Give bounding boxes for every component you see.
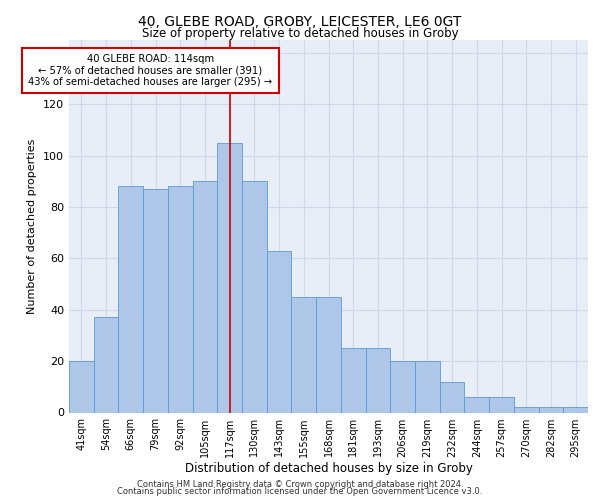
X-axis label: Distribution of detached houses by size in Groby: Distribution of detached houses by size … [185,462,472,475]
Bar [464,397,489,412]
Bar [440,382,464,412]
Text: 40, GLEBE ROAD, GROBY, LEICESTER, LE6 0GT: 40, GLEBE ROAD, GROBY, LEICESTER, LE6 0G… [139,15,461,29]
Bar [292,297,316,412]
Text: Contains HM Land Registry data © Crown copyright and database right 2024.: Contains HM Land Registry data © Crown c… [137,480,463,489]
Bar [316,297,341,412]
Bar [539,408,563,412]
Text: 40 GLEBE ROAD: 114sqm
← 57% of detached houses are smaller (391)
43% of semi-det: 40 GLEBE ROAD: 114sqm ← 57% of detached … [28,54,272,88]
Bar [193,182,217,412]
Bar [415,361,440,412]
Bar [94,318,118,412]
Text: Contains public sector information licensed under the Open Government Licence v3: Contains public sector information licen… [118,488,482,496]
Bar [390,361,415,412]
Bar [341,348,365,412]
Bar [563,408,588,412]
Bar [143,189,168,412]
Bar [514,408,539,412]
Bar [69,361,94,412]
Text: Size of property relative to detached houses in Groby: Size of property relative to detached ho… [142,28,458,40]
Bar [489,397,514,412]
Y-axis label: Number of detached properties: Number of detached properties [28,138,37,314]
Bar [168,186,193,412]
Bar [242,182,267,412]
Bar [118,186,143,412]
Bar [365,348,390,412]
Bar [267,250,292,412]
Bar [217,143,242,412]
